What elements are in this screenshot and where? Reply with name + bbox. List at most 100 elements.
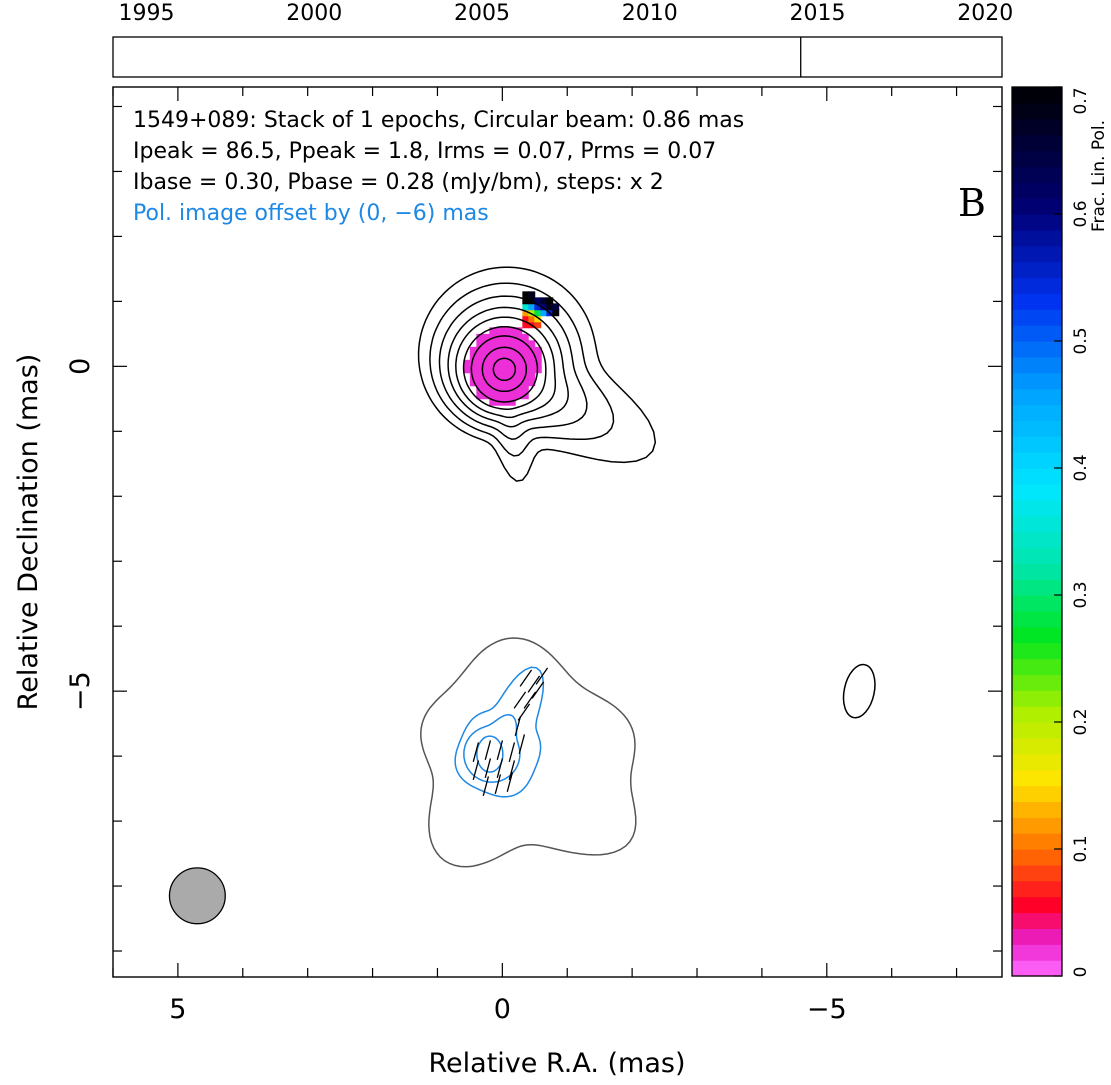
evpa-tick: [514, 716, 522, 736]
pol-pixel: [508, 359, 516, 367]
evpa-tick: [508, 760, 516, 780]
pol-pixel: [476, 333, 484, 341]
evpa-tick: [472, 760, 480, 780]
pol-pixel: [502, 392, 510, 400]
evpa-tick: [484, 758, 492, 778]
pol-pixel: [476, 340, 484, 348]
evpa-tick: [506, 772, 514, 792]
evpa-tick: [531, 681, 545, 699]
colorbar-step: [1012, 928, 1062, 945]
colorbar-step: [1012, 325, 1062, 342]
colorbar-step: [1012, 833, 1062, 850]
x-tick-label: 5: [169, 994, 186, 1025]
colorbar-step: [1012, 261, 1062, 279]
pol-pixel: [508, 346, 516, 354]
y-tick-label: 0: [65, 358, 96, 375]
pol-pixel: [489, 340, 497, 348]
pol-contour: [476, 735, 504, 773]
colorbar-step: [1012, 214, 1062, 231]
pol-pixel: [534, 366, 542, 374]
epoch-tick-label: 2005: [454, 1, 510, 26]
colorbar-tick-label: 0.7: [1071, 87, 1091, 114]
pol-pixel: [515, 346, 523, 354]
pol-pixel: [540, 303, 548, 311]
colorbar-step: [1012, 579, 1062, 596]
pol-pixel: [502, 333, 510, 341]
pol-pixel: [476, 353, 484, 361]
evpa-tick: [472, 742, 480, 762]
colorbar-step: [1012, 102, 1062, 120]
pol-pixel: [463, 366, 471, 374]
epoch-axis: 1995 2000 2005 2010 2015 2020: [112, 1, 1013, 78]
pol-pixel: [502, 359, 510, 367]
colorbar-step: [1012, 229, 1062, 247]
pol-pixel: [495, 392, 503, 400]
pol-pixel: [502, 379, 510, 387]
colorbar-step: [1012, 547, 1062, 564]
pol-pixel: [482, 372, 490, 380]
pol-pixel: [515, 366, 523, 374]
pol-contour: [454, 666, 545, 798]
pol-contours: [420, 637, 637, 868]
evpa-tick: [484, 740, 492, 760]
colorbar-step: [1012, 817, 1062, 834]
y-axis-label: Relative Declination (mas): [13, 354, 44, 711]
colorbar-step: [1012, 87, 1062, 104]
colorbar-step: [1012, 769, 1062, 787]
pol-pixel: [534, 346, 542, 354]
annotation-line-3: Ibase = 0.30, Pbase = 0.28 (mJy/bm), ste…: [133, 170, 664, 195]
pol-pixel: [502, 372, 510, 380]
colorbar-step: [1012, 880, 1062, 898]
colorbar-tick-label: 0.5: [1071, 327, 1091, 354]
pol-pixel: [489, 353, 497, 361]
pol-pixel: [469, 379, 477, 387]
pol-pixel: [482, 340, 490, 348]
pol-pixel: [476, 359, 484, 367]
colorbar-step: [1012, 849, 1062, 866]
pol-pixel: [528, 303, 536, 311]
stokes-i-contour: [447, 306, 569, 428]
pol-pixel: [522, 315, 530, 323]
epoch-tick-label: 2000: [286, 1, 342, 26]
pol-pixel: [534, 309, 542, 317]
epoch-tick-label: 2010: [622, 1, 678, 26]
pol-pixel: [515, 353, 523, 361]
colorbar-step: [1012, 515, 1062, 533]
pol-pixel: [522, 303, 530, 311]
pol-pixel: [508, 398, 516, 406]
pol-pixel: [495, 346, 503, 354]
pol-pixel: [495, 353, 503, 361]
stokes-i-contour: [417, 266, 657, 482]
pol-offset-note: Pol. image offset by (0, −6) mas: [133, 201, 489, 226]
evpa-tick: [527, 675, 541, 693]
pol-pixel: [489, 372, 497, 380]
evpa-tick: [494, 774, 502, 794]
colorbar-step: [1012, 610, 1062, 628]
pol-pixel: [552, 303, 560, 311]
colorbar-step: [1012, 674, 1062, 691]
colorbar-tick-label: 0: [1071, 967, 1091, 978]
pol-pixel: [528, 372, 536, 380]
colorbar-step: [1012, 483, 1062, 501]
pol-pixel: [528, 291, 536, 299]
pol-pixel: [482, 366, 490, 374]
x-tick-label: 0: [494, 994, 511, 1025]
colorbar-step: [1012, 309, 1062, 326]
evpa-tick: [519, 669, 533, 687]
colorbar-tick-label: 0.3: [1071, 581, 1091, 608]
colorbar-tick-label: 0.4: [1071, 454, 1091, 481]
stokes-i-contour: [462, 325, 547, 411]
colorbar-step: [1012, 944, 1062, 961]
pol-pixel: [482, 346, 490, 354]
pol-pixel: [522, 309, 530, 317]
evpa-tick: [535, 667, 549, 685]
stokes-i-contours: [417, 266, 876, 719]
colorbar-step: [1012, 563, 1062, 580]
pol-pixel: [515, 340, 523, 348]
evpa-ticks: [472, 667, 549, 796]
evpa-tick: [517, 703, 531, 721]
pol-pixel: [469, 372, 477, 380]
evpa-tick: [496, 758, 504, 778]
pol-pixel: [515, 379, 523, 387]
pol-pixel: [495, 398, 503, 406]
